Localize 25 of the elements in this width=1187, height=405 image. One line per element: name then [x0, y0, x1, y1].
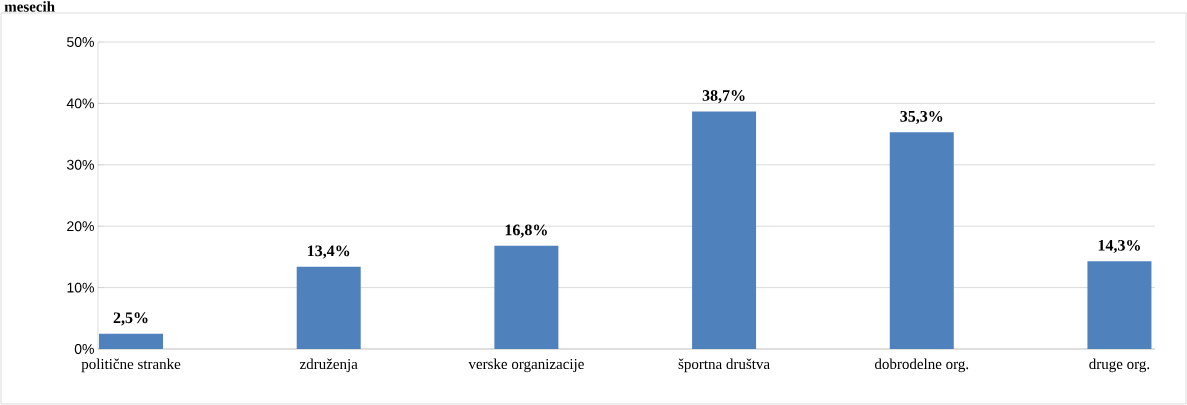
x-tick-label: druge org. — [1089, 358, 1150, 373]
data-label: 38,7% — [702, 90, 745, 104]
bar — [889, 132, 954, 349]
x-tick-label: verske organizacije — [468, 358, 584, 373]
bar — [692, 111, 757, 349]
data-label: 35,3% — [900, 110, 943, 125]
bar — [99, 333, 164, 349]
data-label: 13,4% — [307, 245, 350, 259]
data-label: 14,3% — [1098, 239, 1140, 254]
x-tick-label: dobrodelne org. — [874, 358, 969, 373]
x-tick-label: športna društva — [678, 358, 770, 373]
data-label: 16,8% — [505, 224, 547, 238]
y-tick-label: 30% — [66, 159, 94, 170]
data-label: 2,5% — [113, 312, 148, 326]
y-tick-label: 0% — [74, 344, 94, 354]
x-tick-label: združenja — [299, 358, 358, 373]
bar — [1087, 261, 1152, 349]
bar — [296, 266, 361, 349]
y-tick-label: 40% — [66, 98, 94, 109]
y-tick-label: 10% — [67, 282, 94, 293]
x-tick-label: politične stranke — [81, 358, 181, 373]
y-tick-label: 50% — [67, 37, 94, 47]
chart-title: mesecih — [4, 1, 55, 12]
bar — [494, 245, 559, 349]
y-tick-label: 20% — [67, 221, 94, 232]
